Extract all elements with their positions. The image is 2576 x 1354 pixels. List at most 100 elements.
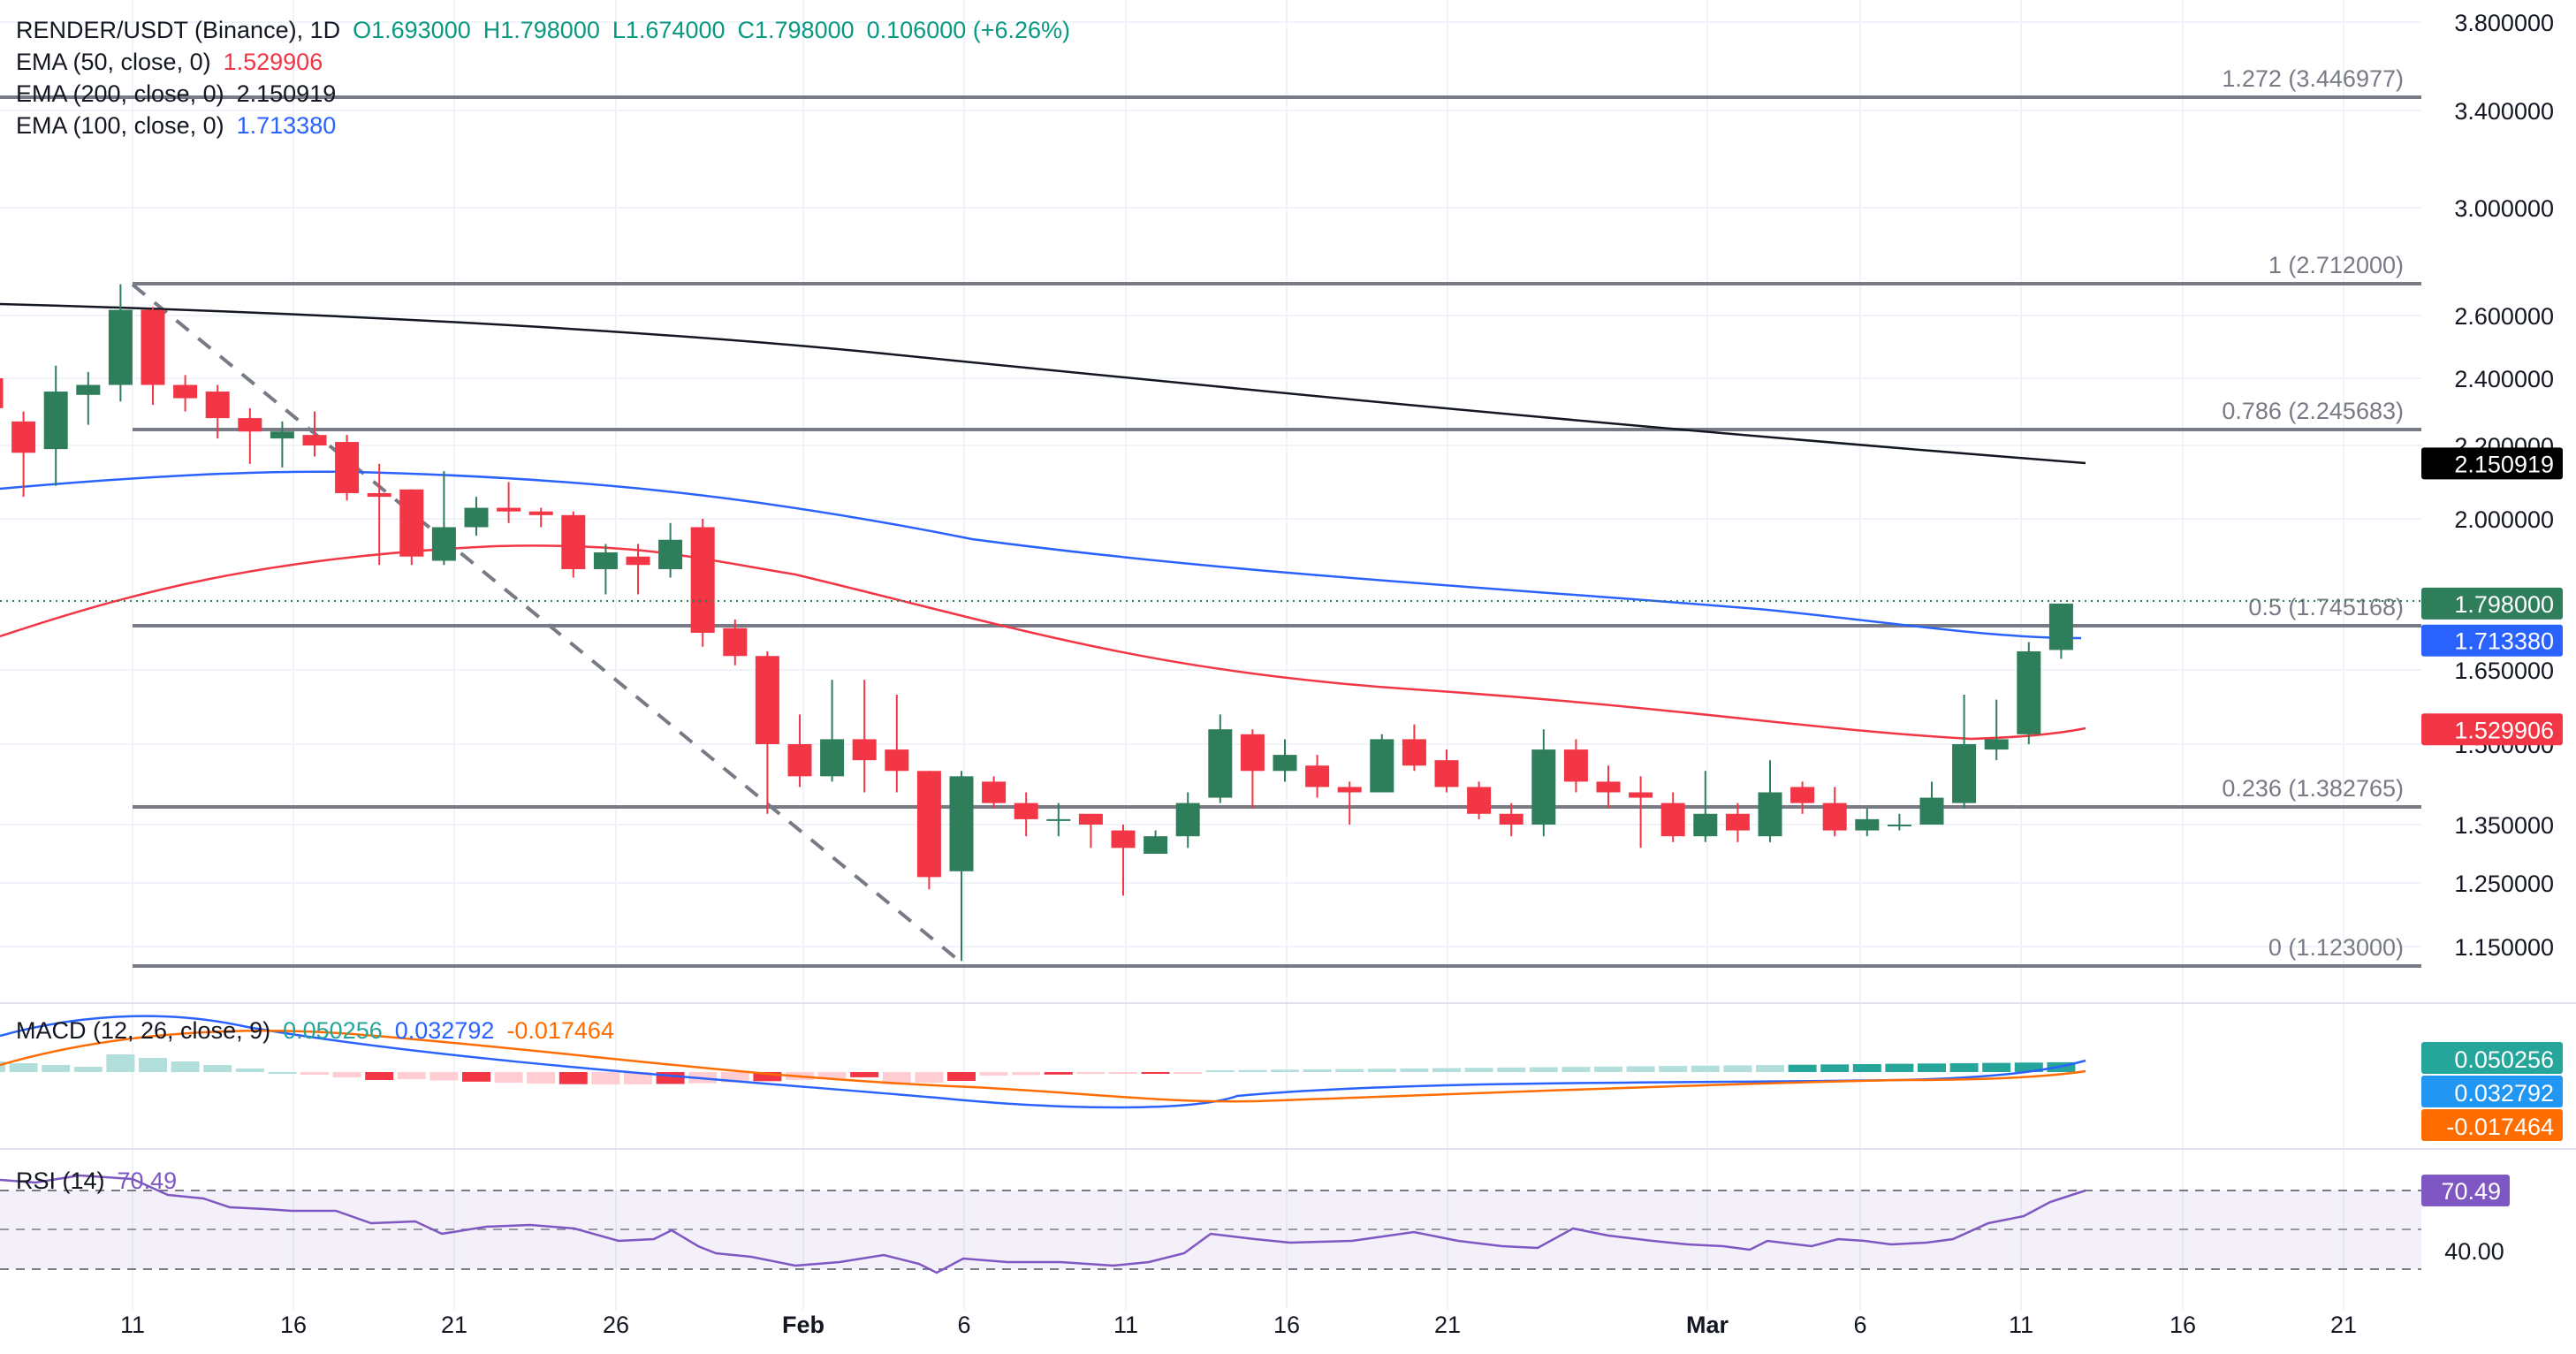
macd-hist-bar [139,1058,167,1072]
candle-body[interactable] [11,421,36,453]
macd-hist-bar [1271,1069,1299,1072]
rsi-label: RSI (14) [16,1168,105,1194]
candle-body[interactable] [1758,792,1782,837]
candle-body[interactable] [1370,739,1394,793]
candle-body[interactable] [367,492,391,498]
macd-hist-bar [624,1072,652,1084]
candle-body[interactable] [1855,818,1880,831]
rsi-legend[interactable]: RSI (14) 70.49 [16,1165,189,1197]
candle-body[interactable] [1402,739,1426,766]
candle-body[interactable] [464,507,489,528]
price-axis-label: 1.350000 [2454,812,2554,839]
ema100-legend[interactable]: EMA (100, close, 0) 1.713380 [16,110,348,141]
macd-hist-bar [1562,1067,1591,1072]
candle-body[interactable] [852,739,877,761]
candle-body[interactable] [561,514,586,569]
candle-body[interactable] [1434,760,1459,787]
candle-body[interactable] [658,539,683,569]
macd-hist-bar [1885,1063,1914,1072]
candle-body[interactable] [1693,813,1718,837]
price-tags: 2.150919 1.798000 1.713380 1.529906 [2421,447,2563,746]
candle-body[interactable] [1240,734,1265,772]
candle-body[interactable] [982,781,1007,803]
macd-hist-bar [9,1063,38,1072]
candle-body[interactable] [1208,729,1233,798]
candle-body[interactable] [238,418,262,432]
candle-body[interactable] [431,527,456,561]
candle-body[interactable] [723,628,748,657]
symbol-title[interactable]: RENDER/USDT (Binance), 1D [16,17,341,43]
candle-body[interactable] [1596,781,1621,793]
candle-body[interactable] [141,309,165,385]
candle-body[interactable] [1014,803,1038,819]
macd-hist-bar [559,1072,588,1084]
candle-body[interactable] [2017,650,2041,734]
candle-body[interactable] [820,739,845,777]
macd-hist-bar [947,1072,976,1081]
time-axis-label: 21 [1434,1312,1461,1338]
candle-body[interactable] [399,489,424,557]
candle-body[interactable] [1467,787,1492,814]
macd-hist-bar [1788,1064,1817,1072]
macd-hist-bar [527,1072,556,1084]
price-axis-label: 1.150000 [2454,934,2554,961]
ema50-legend[interactable]: EMA (50, close, 0) 1.529906 [16,46,335,78]
candle-body[interactable] [1629,792,1653,798]
candle-body[interactable] [1175,803,1200,837]
price-axis-label: 1.650000 [2454,658,2554,684]
candle-body[interactable] [43,392,68,450]
ema200-legend[interactable]: EMA (200, close, 0) 2.150919 [16,78,348,110]
candle-body[interactable] [1046,818,1071,821]
candle-body[interactable] [1660,803,1685,837]
candle-body[interactable] [2048,603,2073,650]
candle-body[interactable] [1887,825,1911,826]
candle-body[interactable] [76,384,101,395]
candle-body[interactable] [1563,749,1588,782]
candle-body[interactable] [335,442,360,493]
candle-body[interactable] [497,507,521,512]
macd-hist-bar [882,1072,911,1084]
candle-body[interactable] [1305,765,1330,787]
macd-legend[interactable]: MACD (12, 26, close, 9) 0.050256 0.032792-… [16,1015,627,1046]
candle-body[interactable] [1531,749,1556,825]
macd-hist-bar [1659,1066,1688,1072]
candle-body[interactable] [1919,797,1944,825]
candle-body[interactable] [1984,739,2009,750]
candle-body[interactable] [270,431,294,439]
candle-body[interactable] [593,551,618,569]
candle-body[interactable] [1952,744,1977,803]
rsi-line [0,1174,2086,1274]
candle-body[interactable] [885,749,909,772]
candle-body[interactable] [205,392,230,419]
candle-body[interactable] [787,744,812,777]
candle-body[interactable] [755,656,779,744]
candle-body[interactable] [173,384,198,399]
candle-body[interactable] [528,511,553,515]
candle-body[interactable] [916,771,941,878]
candle-body[interactable] [949,776,974,871]
price-tag [2421,447,2563,480]
macd-hist-bar [332,1072,361,1077]
candle-body[interactable] [302,435,327,445]
fib-trend-line[interactable] [131,283,964,965]
candle-body[interactable] [690,527,715,633]
candle-body[interactable] [1499,813,1524,825]
candle-body[interactable] [1725,813,1750,831]
macd-hist-bar [42,1065,71,1072]
candle-body[interactable] [108,309,133,385]
time-axis-label: 6 [1853,1312,1866,1338]
ema200-label: EMA (200, close, 0) [16,80,224,107]
candle-body[interactable] [1273,755,1297,772]
candle-body[interactable] [1790,787,1815,803]
candle-body[interactable] [626,556,650,566]
candle-body[interactable] [1144,836,1168,854]
time-axis-label: 11 [1113,1312,1138,1338]
time-axis-label: 16 [280,1312,307,1338]
price-tag-text: 1.798000 [2454,591,2554,618]
candle-body[interactable] [1078,813,1103,825]
candle-body[interactable] [1337,787,1362,793]
candle-body[interactable] [1111,830,1136,848]
candle-body[interactable] [1822,803,1847,831]
candle-body[interactable] [0,378,4,408]
